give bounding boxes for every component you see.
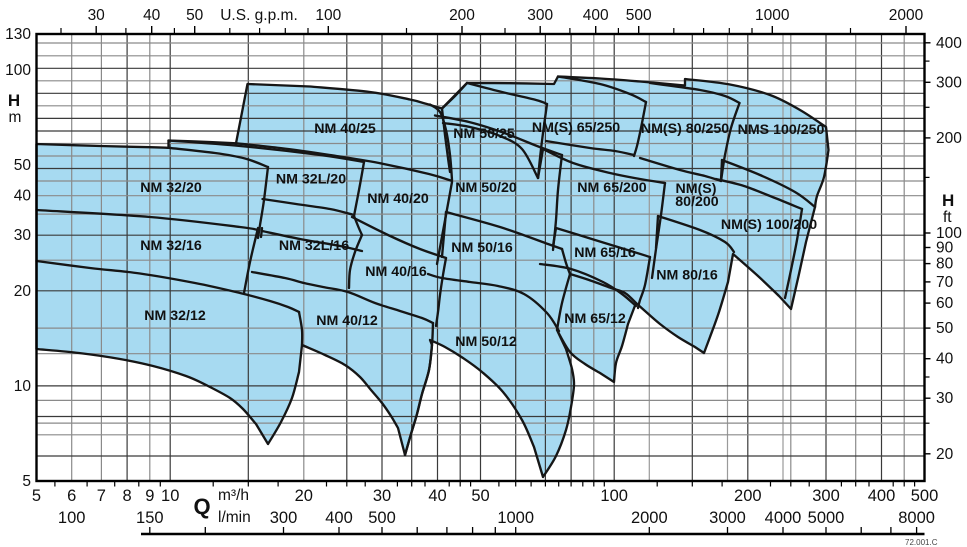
svg-text:100: 100 xyxy=(315,7,341,24)
svg-text:130: 130 xyxy=(5,26,31,43)
svg-text:1000: 1000 xyxy=(497,509,534,527)
svg-text:ft: ft xyxy=(943,209,952,226)
svg-text:NM 65/200: NM 65/200 xyxy=(577,180,647,196)
svg-text:20: 20 xyxy=(14,283,32,300)
svg-text:300: 300 xyxy=(812,487,840,505)
svg-text:10: 10 xyxy=(14,378,32,395)
svg-text:100: 100 xyxy=(5,62,31,79)
svg-text:NM 50/20: NM 50/20 xyxy=(455,180,517,196)
svg-text:NM(S) 100/200: NM(S) 100/200 xyxy=(721,217,817,233)
svg-text:NM 40/25: NM 40/25 xyxy=(314,121,376,137)
svg-text:5000: 5000 xyxy=(808,509,845,527)
svg-text:200: 200 xyxy=(936,130,962,147)
svg-text:5: 5 xyxy=(22,473,31,490)
svg-text:60: 60 xyxy=(936,295,954,312)
svg-text:U.S. g.p.m.: U.S. g.p.m. xyxy=(220,7,298,24)
svg-text:NM(S) 65/250: NM(S) 65/250 xyxy=(532,120,620,136)
svg-text:m: m xyxy=(9,109,22,126)
svg-text:100: 100 xyxy=(58,509,86,527)
svg-text:400: 400 xyxy=(583,7,609,24)
svg-text:30: 30 xyxy=(88,7,106,24)
svg-text:50: 50 xyxy=(471,487,489,505)
svg-text:40: 40 xyxy=(14,188,32,205)
svg-text:200: 200 xyxy=(734,487,762,505)
svg-text:50: 50 xyxy=(936,320,954,337)
svg-text:H: H xyxy=(8,91,20,110)
svg-text:H: H xyxy=(942,191,954,210)
svg-text:8: 8 xyxy=(123,487,132,505)
svg-text:30: 30 xyxy=(14,227,32,244)
svg-text:90: 90 xyxy=(936,240,954,257)
svg-text:400: 400 xyxy=(325,509,353,527)
svg-text:2000: 2000 xyxy=(889,7,924,24)
svg-text:NM 32/12: NM 32/12 xyxy=(144,308,206,324)
svg-text:3000: 3000 xyxy=(709,509,746,527)
svg-text:20: 20 xyxy=(295,487,313,505)
svg-text:50: 50 xyxy=(14,157,32,174)
svg-text:8000: 8000 xyxy=(898,509,935,527)
svg-text:NMS 100/250: NMS 100/250 xyxy=(738,122,825,138)
svg-text:100: 100 xyxy=(600,487,628,505)
svg-text:400: 400 xyxy=(868,487,896,505)
svg-text:NM 50/12: NM 50/12 xyxy=(455,334,517,350)
svg-text:80/200: 80/200 xyxy=(675,194,719,210)
svg-text:70: 70 xyxy=(936,274,954,291)
svg-text:40: 40 xyxy=(936,351,954,368)
svg-text:m³/h: m³/h xyxy=(218,487,249,504)
svg-text:500: 500 xyxy=(911,487,939,505)
svg-text:40: 40 xyxy=(428,487,446,505)
svg-text:NM 32/20: NM 32/20 xyxy=(140,180,202,196)
svg-text:300: 300 xyxy=(936,74,962,91)
svg-text:200: 200 xyxy=(449,7,475,24)
svg-text:72.001.C: 72.001.C xyxy=(905,538,938,547)
svg-text:40: 40 xyxy=(143,7,161,24)
svg-text:NM 50/25: NM 50/25 xyxy=(453,126,515,142)
svg-text:NM 50/16: NM 50/16 xyxy=(451,240,513,256)
svg-text:80: 80 xyxy=(936,256,954,273)
svg-text:NM 40/20: NM 40/20 xyxy=(367,191,429,207)
svg-text:1000: 1000 xyxy=(755,7,790,24)
svg-text:Q: Q xyxy=(193,494,210,519)
svg-text:NM 65/12: NM 65/12 xyxy=(564,311,626,327)
svg-text:NM(S): NM(S) xyxy=(676,181,717,197)
svg-text:20: 20 xyxy=(936,446,954,463)
svg-text:50: 50 xyxy=(186,7,204,24)
svg-text:150: 150 xyxy=(136,509,164,527)
svg-text:10: 10 xyxy=(161,487,179,505)
svg-text:5: 5 xyxy=(32,487,41,505)
svg-text:100: 100 xyxy=(936,225,962,242)
svg-text:NM 40/12: NM 40/12 xyxy=(316,313,378,329)
svg-text:NM 32/16: NM 32/16 xyxy=(140,238,202,254)
svg-text:400: 400 xyxy=(936,35,962,52)
svg-text:500: 500 xyxy=(626,7,652,24)
svg-text:300: 300 xyxy=(270,509,298,527)
svg-text:NM 40/16: NM 40/16 xyxy=(365,264,427,280)
svg-text:300: 300 xyxy=(527,7,553,24)
svg-text:NM 32L/16: NM 32L/16 xyxy=(279,238,349,254)
svg-text:6: 6 xyxy=(67,487,76,505)
svg-text:4000: 4000 xyxy=(765,509,802,527)
svg-text:30: 30 xyxy=(936,390,954,407)
svg-text:2000: 2000 xyxy=(631,509,668,527)
svg-text:500: 500 xyxy=(368,509,396,527)
svg-text:NM 32L/20: NM 32L/20 xyxy=(276,172,346,188)
svg-text:9: 9 xyxy=(145,487,154,505)
svg-text:NM(S) 80/250: NM(S) 80/250 xyxy=(641,121,729,137)
svg-text:NM 65/16: NM 65/16 xyxy=(574,245,636,261)
svg-text:30: 30 xyxy=(373,487,391,505)
svg-text:7: 7 xyxy=(97,487,106,505)
svg-text:NM 80/16: NM 80/16 xyxy=(656,268,718,284)
svg-text:l/min: l/min xyxy=(218,509,251,526)
